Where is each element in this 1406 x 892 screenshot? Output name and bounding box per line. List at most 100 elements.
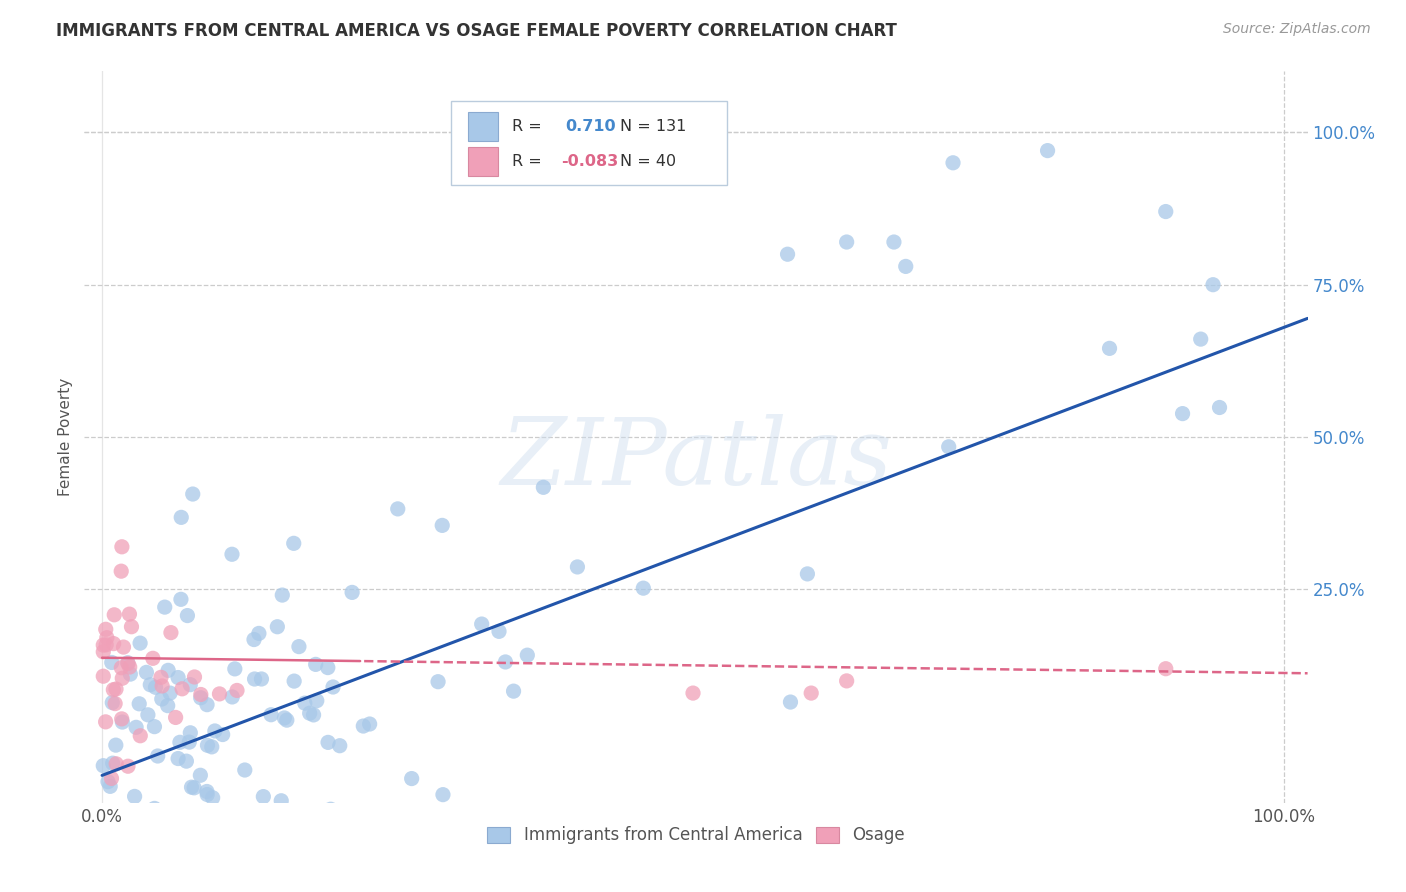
Point [142,826,165,840]
Point [502,684,524,698]
Point [135,665,157,680]
Point [150,692,173,706]
Point [103,811,125,825]
Point [283,674,305,689]
Point [183,780,205,795]
Point [128,697,150,711]
Point [150,679,173,693]
Point [118,607,141,621]
Point [121,620,143,634]
Point [283,536,305,550]
Point [169,735,191,749]
Point [110,661,132,675]
Point [170,592,193,607]
Point [160,625,183,640]
Text: ZIPatlas: ZIPatlas [501,414,891,504]
Text: N = 40: N = 40 [620,153,676,169]
Point [146,749,169,764]
Text: R =: R = [513,119,547,134]
Point [143,720,166,734]
Point [129,729,152,743]
Point [432,788,454,802]
Point [142,651,165,665]
Point [186,807,208,822]
Point [101,696,124,710]
Point [779,695,801,709]
Point [494,655,516,669]
Point [195,784,218,798]
Point [1208,401,1230,415]
Point [136,826,159,840]
Point [211,727,233,741]
Point [352,719,374,733]
Point [124,789,146,804]
Point [273,711,295,725]
Point [172,681,194,696]
Point [190,768,212,782]
Point [176,608,198,623]
Point [190,688,212,702]
Point [247,626,270,640]
Point [117,759,139,773]
Point [97,774,120,789]
Point [153,826,176,840]
Point [179,726,201,740]
Point [94,622,117,636]
Point [104,738,127,752]
Point [120,667,142,681]
Point [1202,277,1225,292]
Point [316,735,339,749]
Text: IMMIGRANTS FROM CENTRAL AMERICA VS OSAGE FEMALE POVERTY CORRELATION CHART: IMMIGRANTS FROM CENTRAL AMERICA VS OSAGE… [56,22,897,40]
Point [252,789,274,804]
FancyBboxPatch shape [451,101,727,185]
Point [316,660,339,674]
Point [883,235,905,249]
Point [136,707,159,722]
Point [1154,204,1177,219]
Point [942,156,965,170]
Point [157,664,180,678]
Point [1154,662,1177,676]
Text: 0.710: 0.710 [565,119,616,134]
Point [111,822,134,837]
Point [111,671,134,685]
Point [1098,342,1121,356]
Point [401,772,423,786]
Point [1171,407,1194,421]
Point [111,540,134,554]
Point [167,751,190,765]
Point [156,826,179,840]
Point [319,802,342,816]
FancyBboxPatch shape [468,112,498,141]
Point [349,819,371,833]
Point [201,739,224,754]
Point [894,260,917,274]
Point [516,648,538,662]
Point [179,826,201,840]
Point [224,662,246,676]
Point [169,826,191,840]
Point [288,640,311,654]
Point [112,640,135,654]
Point [100,656,122,670]
Point [322,680,344,694]
Y-axis label: Female Poverty: Female Poverty [58,378,73,496]
Point [105,756,128,771]
Point [183,670,205,684]
Point [253,811,276,825]
Point [104,697,127,711]
Point [201,790,224,805]
Point [432,518,454,533]
Point [271,588,294,602]
Point [103,682,125,697]
Point [110,564,132,578]
Point [153,600,176,615]
Point [226,683,249,698]
Point [165,710,187,724]
Point [176,826,198,840]
Point [91,638,114,652]
Point [118,660,141,674]
Point [488,624,510,639]
Point [387,501,409,516]
Point [195,788,218,802]
